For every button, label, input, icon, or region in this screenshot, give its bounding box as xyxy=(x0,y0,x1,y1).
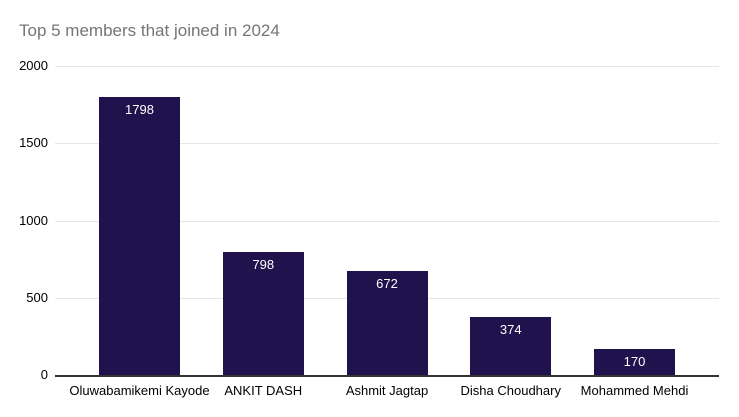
y-axis-tick-label: 2000 xyxy=(19,58,48,73)
y-axis-tick-label: 0 xyxy=(40,367,48,382)
gridline xyxy=(55,143,719,145)
y-axis-tick-label: 1000 xyxy=(19,212,48,228)
bar-value-label: 170 xyxy=(623,353,646,369)
x-axis-category-label: Mohammed Mehdi xyxy=(580,383,689,398)
x-axis-category-label: ANKIT DASH xyxy=(224,383,303,398)
bar[interactable]: 672 xyxy=(346,271,428,375)
y-axis-tick-label: 500 xyxy=(26,289,48,305)
gridline xyxy=(55,220,719,222)
bar[interactable]: 1798 xyxy=(99,97,180,375)
x-axis-category-label: Oluwabamikemi Kayode xyxy=(69,383,210,398)
bar-value-label: 374 xyxy=(499,322,522,338)
bar-value-label: 672 xyxy=(376,276,398,292)
bar[interactable]: 374 xyxy=(470,317,552,375)
x-axis-category-label: Disha Choudhary xyxy=(460,383,561,398)
x-axis-line xyxy=(55,375,719,377)
bar[interactable]: 170 xyxy=(594,348,675,375)
bar-value-label: 1798 xyxy=(125,102,154,118)
bar[interactable]: 798 xyxy=(222,251,304,375)
x-axis-category-label: Ashmit Jagtap xyxy=(345,383,429,398)
gridline xyxy=(55,66,719,67)
y-axis-tick-label: 1500 xyxy=(19,135,48,151)
bar-value-label: 798 xyxy=(252,256,275,272)
chart-title: Top 5 members that joined in 2024 xyxy=(19,21,280,40)
